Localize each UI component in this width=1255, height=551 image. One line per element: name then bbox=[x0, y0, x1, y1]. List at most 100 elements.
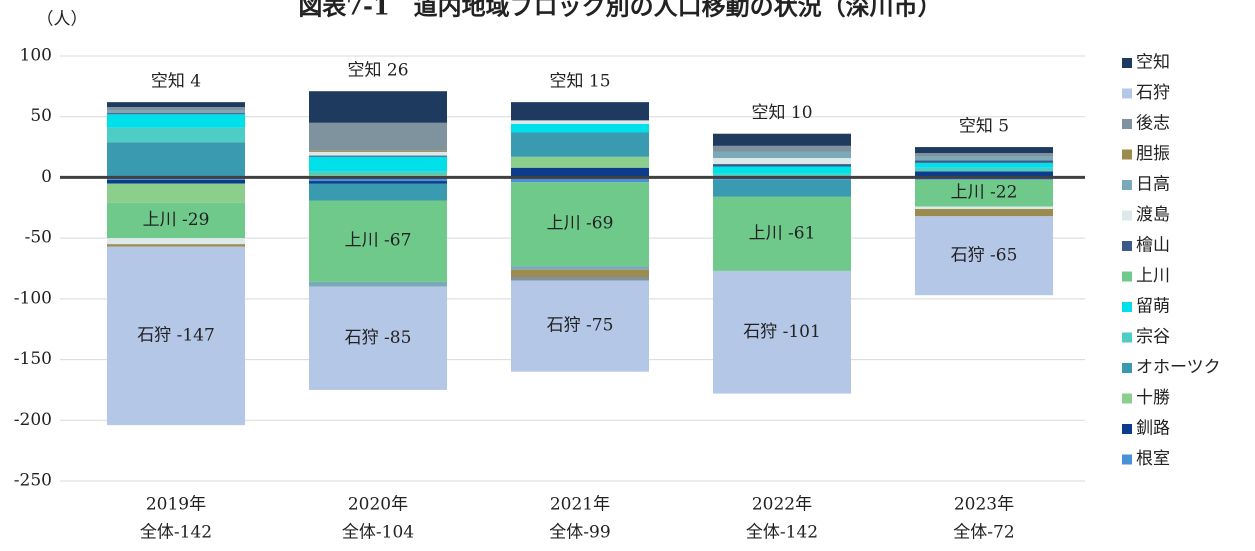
bar-segment bbox=[915, 162, 1053, 168]
legend-label: 釧路 bbox=[1136, 419, 1170, 439]
bar-segment bbox=[309, 122, 447, 151]
bar-segment bbox=[309, 151, 447, 156]
bar-segment bbox=[915, 179, 1053, 207]
bar-segment bbox=[511, 167, 649, 178]
legend-swatch bbox=[1122, 332, 1132, 343]
legend-label: 石狩 bbox=[1136, 83, 1170, 103]
y-tick-label: -100 bbox=[14, 288, 52, 308]
x-tick-note: 全体-142 bbox=[746, 523, 818, 543]
bar-segment bbox=[309, 281, 447, 287]
bar-segment bbox=[107, 127, 245, 143]
bar-segment bbox=[713, 164, 851, 167]
legend-label: 檜山 bbox=[1136, 235, 1170, 256]
bar-segment bbox=[107, 102, 245, 107]
bar-segment bbox=[511, 269, 649, 277]
bar-segment bbox=[107, 114, 245, 128]
bar-segment bbox=[713, 196, 851, 271]
x-tick-note: 全体-104 bbox=[342, 523, 414, 543]
legend-label: 空知 bbox=[1136, 53, 1170, 73]
data-label: 上川 -67 bbox=[345, 231, 412, 251]
legend-label: 留萌 bbox=[1136, 297, 1170, 317]
x-tick-label: 2021年 bbox=[550, 495, 610, 515]
bar-segment bbox=[915, 147, 1053, 154]
x-tick-label: 2023年 bbox=[954, 495, 1014, 515]
y-tick-label: -250 bbox=[14, 471, 52, 491]
bar-segment bbox=[713, 173, 851, 177]
bar-segment bbox=[107, 107, 245, 111]
bar-segment bbox=[309, 286, 447, 390]
bar-segment bbox=[713, 270, 851, 394]
bar-segment bbox=[915, 206, 1053, 209]
x-tick-note: 全体-72 bbox=[953, 523, 1014, 543]
bar-segment bbox=[713, 145, 851, 152]
legend-swatch bbox=[1122, 393, 1132, 404]
bar-segment bbox=[713, 151, 851, 158]
legend-label: 十勝 bbox=[1136, 388, 1170, 408]
legend-swatch bbox=[1122, 210, 1132, 221]
y-tick-label: -150 bbox=[14, 349, 52, 369]
bar-segment bbox=[309, 181, 447, 184]
bar-segment bbox=[511, 132, 649, 157]
data-label: 空知 5 bbox=[959, 117, 1009, 137]
bar-segment bbox=[915, 171, 1053, 178]
bar-segment bbox=[511, 124, 649, 133]
bar-segment bbox=[309, 156, 447, 172]
legend-swatch bbox=[1122, 454, 1132, 465]
legend-label: オホーツク bbox=[1136, 358, 1221, 378]
bar-segment bbox=[511, 182, 649, 267]
legend-swatch bbox=[1122, 149, 1132, 160]
x-tick-label: 2019年 bbox=[146, 495, 206, 515]
bar-segment bbox=[511, 156, 649, 168]
data-label: 上川 -29 bbox=[143, 210, 210, 230]
data-label: 上川 -61 bbox=[749, 223, 816, 243]
bar-segment bbox=[915, 153, 1053, 157]
bar-segment bbox=[107, 110, 245, 114]
bar-segment bbox=[309, 183, 447, 201]
bar-segment bbox=[511, 277, 649, 281]
chart-title: 図表7-1 道内地域ブロック別の人口移動の状況（深川市） bbox=[298, 0, 941, 21]
x-tick-label: 2022年 bbox=[752, 495, 812, 515]
data-label: 空知 15 bbox=[549, 72, 610, 92]
legend-swatch bbox=[1122, 58, 1132, 68]
data-label: 石狩 -65 bbox=[951, 245, 1018, 265]
bar-segment bbox=[309, 91, 447, 123]
bar-segment bbox=[713, 133, 851, 146]
data-label: 上川 -22 bbox=[951, 183, 1018, 203]
y-tick-label: -50 bbox=[25, 228, 52, 248]
bar-segment bbox=[309, 150, 447, 152]
y-axis-label: （人） bbox=[37, 10, 88, 30]
bar-segment bbox=[713, 179, 851, 197]
legend-swatch bbox=[1122, 119, 1132, 129]
data-label: 石狩 -85 bbox=[345, 328, 412, 348]
bar-segment bbox=[511, 266, 649, 270]
legend-label: 後志 bbox=[1136, 114, 1170, 134]
data-label: 石狩 -75 bbox=[547, 316, 614, 336]
legend-label: 上川 bbox=[1136, 266, 1170, 286]
legend-swatch bbox=[1122, 424, 1132, 434]
bar-segment bbox=[107, 179, 245, 184]
x-tick-note: 全体-142 bbox=[140, 523, 212, 543]
bar-segment bbox=[107, 202, 245, 239]
bar-segment bbox=[107, 246, 245, 426]
y-tick-label: 0 bbox=[41, 167, 52, 187]
bar-segment bbox=[107, 113, 245, 115]
legend-swatch bbox=[1122, 271, 1132, 282]
x-tick-note: 全体-99 bbox=[549, 523, 610, 543]
legend-swatch bbox=[1122, 180, 1132, 190]
legend-label: 胆振 bbox=[1136, 144, 1170, 164]
legend-swatch bbox=[1122, 88, 1132, 99]
bar-segment bbox=[713, 158, 851, 165]
bar-segment bbox=[915, 156, 1053, 161]
legend-swatch bbox=[1122, 302, 1132, 312]
bar-segment bbox=[915, 167, 1053, 172]
bar-segment bbox=[915, 209, 1053, 217]
legend-label: 宗谷 bbox=[1136, 327, 1170, 347]
legend-label: 根室 bbox=[1136, 449, 1170, 469]
bar-segment bbox=[107, 244, 245, 247]
bar-segment bbox=[107, 183, 245, 203]
bar-segment bbox=[511, 280, 649, 372]
legend-label: 渡島 bbox=[1136, 205, 1170, 225]
data-label: 石狩 -101 bbox=[743, 322, 821, 342]
y-tick-label: 100 bbox=[20, 46, 52, 66]
